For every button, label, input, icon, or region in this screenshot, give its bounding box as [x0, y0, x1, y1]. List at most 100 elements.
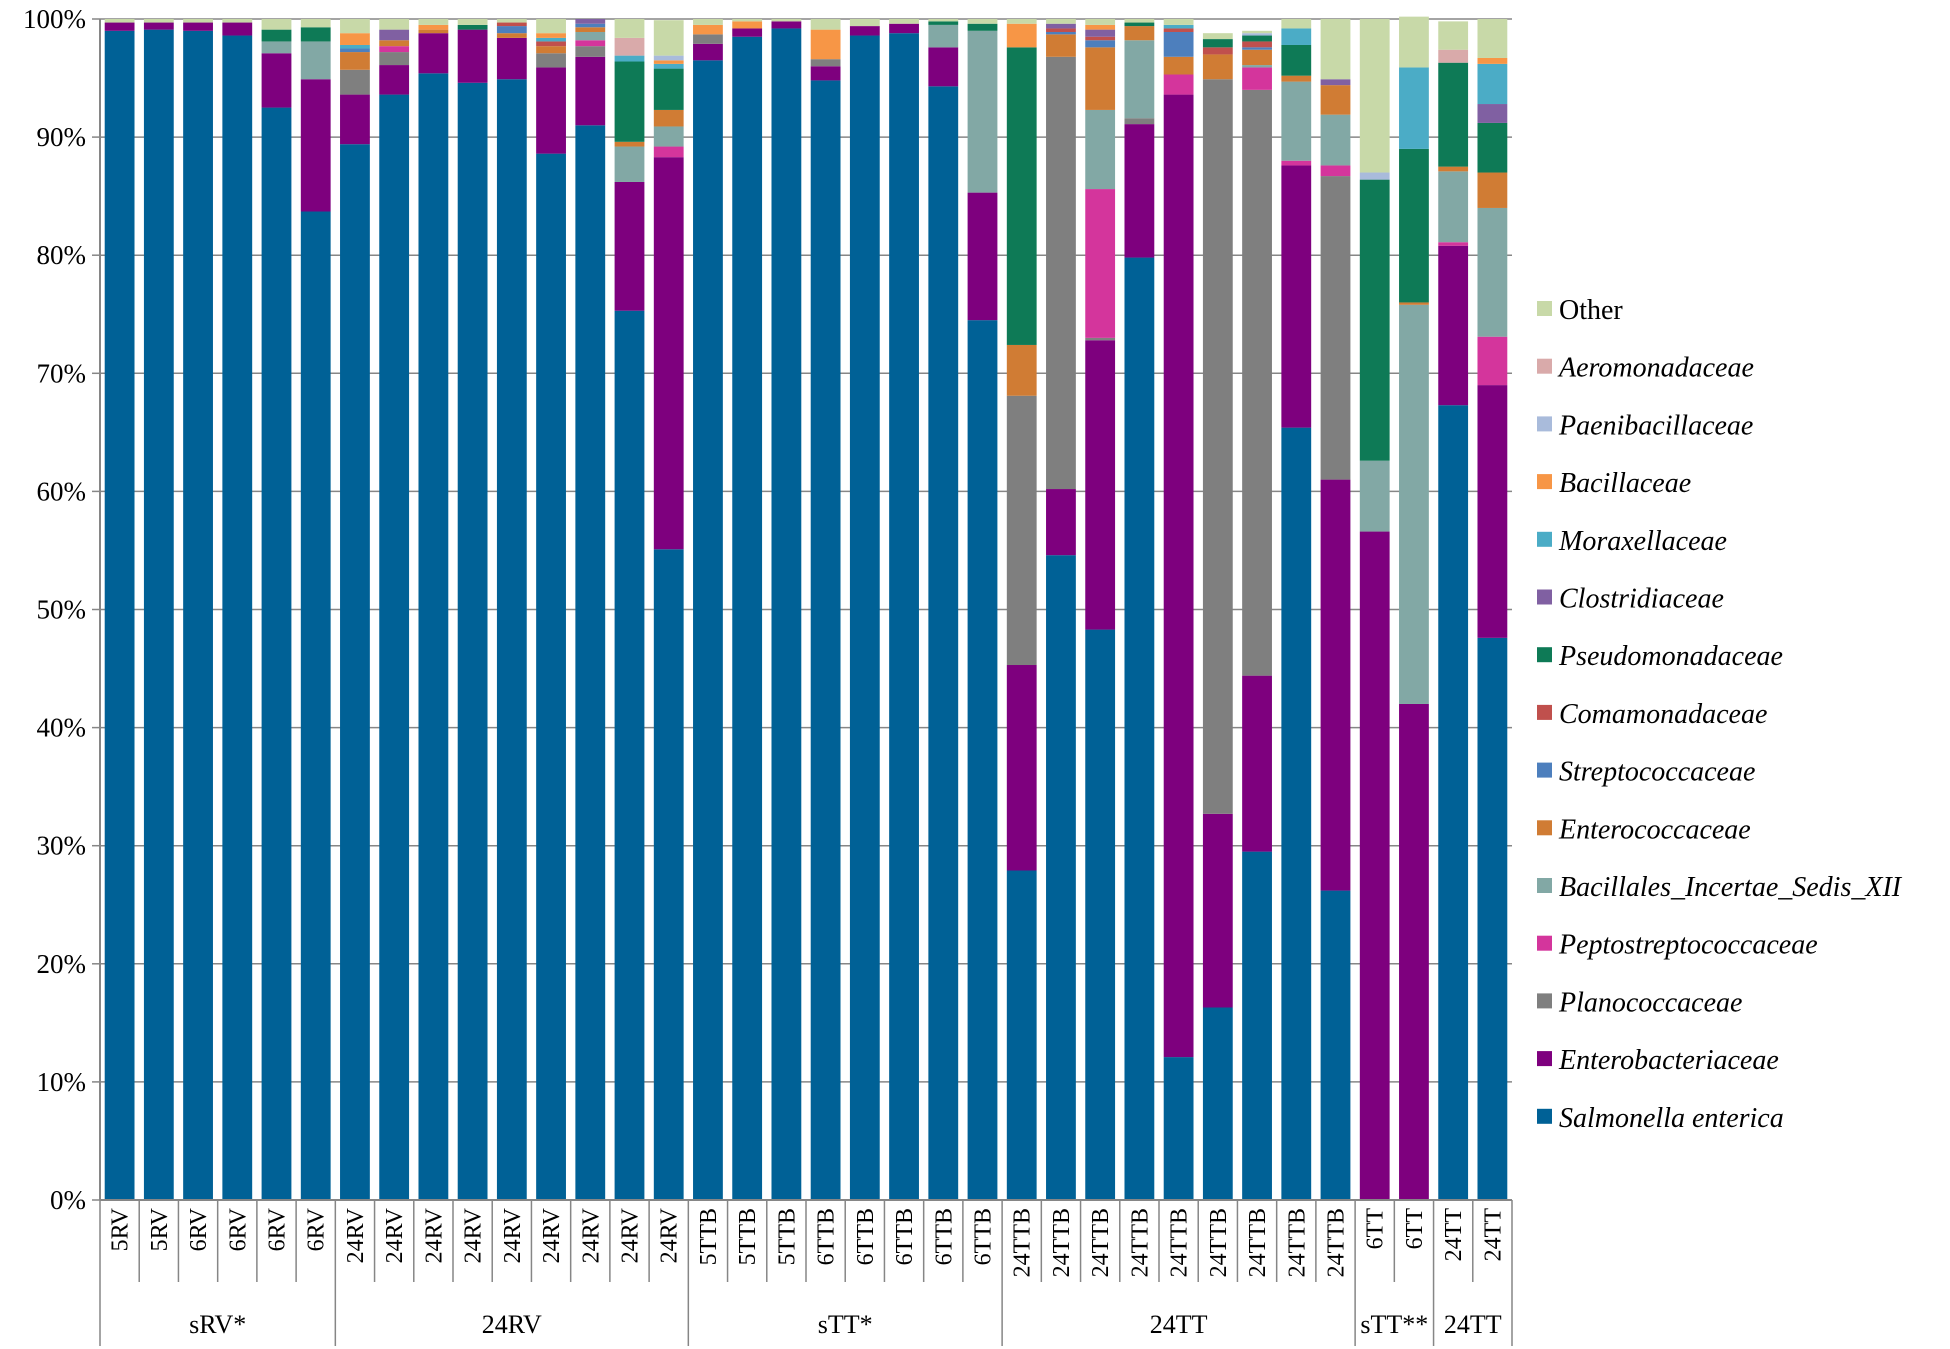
bar-segment	[967, 320, 998, 1200]
bar-segment	[1046, 489, 1076, 556]
bar-segment	[1085, 340, 1116, 630]
bar-segment	[614, 61, 645, 142]
bar-segment	[104, 22, 135, 31]
bar-segment	[1281, 165, 1312, 428]
legend-label: Salmonella enterica	[1559, 1103, 1784, 1134]
bar-segment	[1163, 1057, 1194, 1200]
bar-segment	[379, 29, 410, 41]
x-tick-label: 24TTB	[1324, 1208, 1350, 1277]
bar-segment	[1202, 33, 1233, 40]
bar-segment	[810, 80, 841, 1201]
bar-segment	[849, 35, 880, 1200]
bar-segment	[693, 34, 723, 44]
group-label: 24RV	[482, 1310, 542, 1339]
group-labels: sRV* 24RV sTT* 24TT sTT** 24TT	[99, 1282, 1513, 1346]
legend-label: Bacillales_Incertae_Sedis_XII	[1559, 872, 1903, 903]
bar-segment	[614, 55, 645, 62]
x-tick-label: 6RV	[265, 1207, 291, 1251]
bar-segment	[379, 94, 410, 1201]
bar-segment	[1242, 41, 1272, 48]
bar-segment	[575, 27, 606, 32]
bar-segment	[653, 126, 684, 147]
bar-segment	[1046, 23, 1076, 29]
bar-segment	[340, 19, 370, 34]
x-tick-label: 6TTB	[931, 1208, 957, 1265]
legend-label: Planococcaceae	[1558, 987, 1742, 1018]
x-tick-label: 24TT	[1480, 1208, 1506, 1262]
y-tick-label: 10%	[37, 1067, 87, 1097]
bar-segment	[300, 79, 331, 212]
legend-label: Clostridiaceae	[1559, 584, 1724, 615]
bar-segment	[1085, 337, 1116, 341]
legend-swatch	[1537, 416, 1552, 432]
bar-segment	[1124, 22, 1155, 27]
x-tick-label: 24TTB	[1127, 1208, 1153, 1277]
y-tick-label: 100%	[23, 4, 86, 34]
bar-segment	[1320, 114, 1351, 166]
bar-segment	[340, 52, 370, 70]
bar-segment	[1438, 242, 1469, 246]
bar-segment	[261, 19, 292, 30]
bar-segment	[183, 22, 213, 31]
x-tick-label: 24RV	[500, 1207, 526, 1263]
bar-segment	[1477, 385, 1508, 638]
legend-swatch	[1537, 993, 1552, 1009]
bar-segment	[1242, 89, 1272, 676]
bar-segment	[1163, 28, 1194, 32]
bar-segment	[732, 21, 763, 29]
bar-segment	[889, 19, 919, 24]
bar-segment	[575, 46, 606, 57]
bar-segment	[614, 310, 645, 1200]
bar-segment	[1320, 85, 1351, 115]
x-tick-label: 24RV	[657, 1207, 683, 1263]
bar-segment	[1438, 245, 1469, 406]
x-tick-label: 6TT	[1363, 1208, 1389, 1250]
legend-swatch	[1537, 531, 1552, 547]
bar-segment	[261, 29, 292, 42]
legend-label: Other	[1559, 295, 1623, 326]
legend-label: Enterococcaceae	[1558, 814, 1751, 845]
bar-segment	[1085, 24, 1116, 30]
y-tick-label: 80%	[37, 240, 87, 270]
bar-segment	[1124, 118, 1155, 125]
bar-segment	[536, 53, 566, 68]
bar-segment	[1163, 31, 1194, 57]
x-tick-label: 24TTB	[1206, 1208, 1232, 1277]
bar-segment	[575, 125, 606, 1200]
bar-segment	[104, 30, 135, 1200]
legend-swatch	[1537, 935, 1552, 951]
bar-segment	[1242, 675, 1272, 852]
y-tick-label: 70%	[37, 358, 87, 388]
bar-segment	[496, 79, 527, 1201]
bar-segment	[1006, 395, 1037, 666]
bar-segment	[222, 19, 253, 23]
bar-segment	[967, 23, 998, 31]
bar-segment	[1320, 79, 1351, 86]
bar-segment	[340, 69, 370, 95]
bar-segment	[379, 65, 410, 95]
bar-segment	[1359, 460, 1390, 532]
x-tick-label: 5TTB	[735, 1208, 761, 1265]
group-label: 24TT	[1444, 1310, 1502, 1339]
legend-label: Bacillaceae	[1559, 468, 1691, 499]
bar-segment	[653, 549, 684, 1200]
x-tick-labels: 5RV 5RV 6RV 6RV 6RV 6RV 24RV 24RV 24RV 24RV 24RV 24…	[99, 1200, 1513, 1282]
x-tick-label: 24TTB	[1049, 1208, 1075, 1277]
x-tick-label: 24TTB	[1010, 1208, 1036, 1277]
bar-segment	[1320, 176, 1351, 480]
bar-segment	[1438, 49, 1469, 63]
bar-segment	[1399, 703, 1429, 1200]
bar-segment	[732, 19, 763, 22]
bar-segment	[536, 19, 566, 34]
bar-segment	[143, 19, 174, 23]
bar-segment	[1399, 302, 1429, 305]
x-tick-label: 24TTB	[1088, 1208, 1114, 1277]
bar-segment	[261, 53, 292, 108]
bar-segment	[222, 35, 253, 1200]
bar-segment	[1242, 65, 1272, 68]
bars	[104, 16, 1508, 1201]
legend-swatch	[1537, 762, 1552, 778]
bar-segment	[693, 19, 723, 25]
bar-segment	[1477, 207, 1508, 337]
x-tick-label: 24RV	[539, 1207, 565, 1263]
